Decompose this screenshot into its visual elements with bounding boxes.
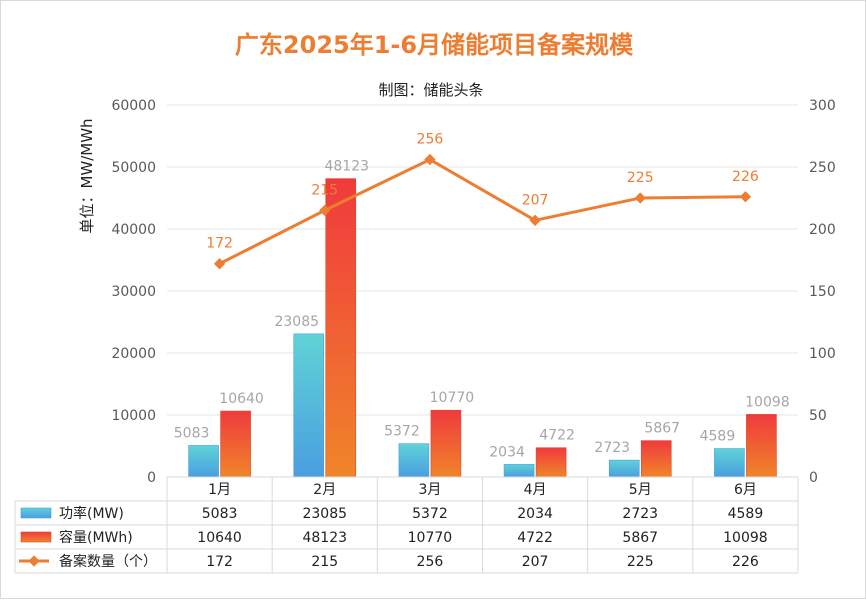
table-cell-value: 10640 — [197, 530, 242, 546]
bar-data-label: 5083 — [174, 425, 210, 441]
table-cell-value: 4589 — [728, 506, 764, 522]
chart-title: 广东2025年1-6月储能项目备案规模 — [235, 31, 634, 59]
line-data-label: 215 — [311, 182, 338, 198]
y-tick-label: 0 — [147, 470, 156, 486]
y2-tick-label: 0 — [809, 470, 818, 486]
bar-data-label: 5372 — [384, 424, 420, 440]
line-data-label: 172 — [206, 236, 233, 252]
chart-subtitle: 制图：储能头条 — [378, 81, 483, 99]
y-tick-label: 10000 — [111, 408, 156, 424]
line-point — [424, 153, 436, 166]
legend-key-bar — [20, 531, 52, 543]
line-point — [739, 191, 752, 203]
y-tick-label: 60000 — [111, 98, 156, 114]
y2-tick-label: 300 — [809, 98, 836, 114]
table-category-label: 6月 — [734, 482, 757, 498]
legend-series-name: 备案数量（个） — [59, 553, 157, 570]
bar-data-label: 4589 — [700, 429, 736, 445]
line-point — [213, 258, 226, 270]
table-cell-value: 226 — [732, 554, 759, 570]
bar-data-label: 2034 — [489, 444, 525, 460]
bar-data-label: 23085 — [274, 314, 319, 330]
y-tick-label: 30000 — [111, 284, 156, 300]
table-category-label: 1月 — [208, 482, 231, 498]
line-layer — [213, 153, 752, 270]
bar — [220, 410, 251, 478]
table-cell-value: 48123 — [302, 530, 347, 546]
table-cell-value: 256 — [417, 554, 444, 570]
line-point — [319, 204, 331, 217]
legend-series-name: 功率(MW) — [59, 505, 124, 522]
bar-data-label: 2723 — [594, 440, 630, 456]
table-cell-value: 2034 — [517, 506, 553, 522]
bar — [714, 448, 745, 478]
legend-key-marker — [28, 555, 40, 567]
bar-data-label: 4722 — [539, 428, 575, 444]
bar-data-label: 5867 — [644, 421, 680, 437]
line-data-label: 207 — [522, 192, 549, 208]
line-data-label: 256 — [417, 132, 444, 148]
table-cell-value: 23085 — [302, 506, 347, 522]
bar-data-label: 48123 — [324, 159, 369, 175]
bar — [325, 178, 357, 478]
y-axis-ticks: 0 10000 20000 30000 40000 50000 60000 — [111, 98, 156, 486]
bar — [640, 440, 672, 478]
bar — [503, 464, 535, 478]
y-axis-label: 单位：MW/MWh — [78, 118, 96, 233]
table-category-label: 3月 — [418, 482, 441, 498]
legend-key-bar — [20, 507, 52, 519]
line-point — [634, 192, 646, 204]
y-tick-label: 50000 — [111, 160, 156, 176]
legend-series-name: 容量(MWh) — [59, 529, 133, 546]
y2-tick-label: 200 — [809, 222, 836, 238]
bar — [293, 333, 325, 478]
table-category-label: 2月 — [313, 482, 336, 498]
table-cell-value: 10098 — [723, 530, 768, 546]
y2-tick-label: 150 — [809, 284, 836, 300]
bar — [188, 445, 219, 478]
grid-layer — [167, 104, 798, 478]
bar — [608, 459, 640, 478]
count-line — [218, 158, 746, 266]
table-category-label: 5月 — [629, 482, 652, 498]
line-data-label: 225 — [627, 170, 654, 186]
line-point — [529, 214, 541, 226]
bar — [430, 409, 462, 478]
y-tick-label: 20000 — [111, 346, 156, 362]
bar-data-label: 10098 — [745, 394, 790, 410]
table-cell-value: 225 — [627, 554, 654, 570]
table-category-label: 4月 — [524, 482, 547, 498]
table-cell-value: 2723 — [622, 506, 658, 522]
bar-data-label: 10640 — [219, 391, 264, 407]
bar — [535, 447, 567, 478]
bar-data-label: 10770 — [430, 390, 475, 406]
table-cell-value: 215 — [311, 554, 338, 570]
y2-tick-label: 50 — [809, 408, 827, 424]
table-cell-value: 4722 — [517, 530, 553, 546]
y2-tick-label: 250 — [809, 160, 836, 176]
bar — [746, 414, 777, 478]
table-cell-value: 207 — [522, 554, 549, 570]
y-tick-label: 40000 — [111, 222, 156, 238]
table-cell-value: 172 — [206, 554, 233, 570]
bar — [398, 443, 430, 478]
y2-axis-ticks: 0 50 100 150 200 250 300 — [809, 98, 836, 486]
data-labels-layer: 5083 23085 5372 2034 2723 4589 10640 48123 10770… — [174, 132, 790, 461]
table-cell-value: 5867 — [622, 530, 658, 546]
y2-tick-label: 100 — [809, 346, 836, 362]
table-cell-value: 5083 — [202, 506, 238, 522]
table-cell-value: 10770 — [408, 530, 453, 546]
line-data-label: 226 — [732, 169, 759, 185]
table-cell-value: 5372 — [412, 506, 448, 522]
